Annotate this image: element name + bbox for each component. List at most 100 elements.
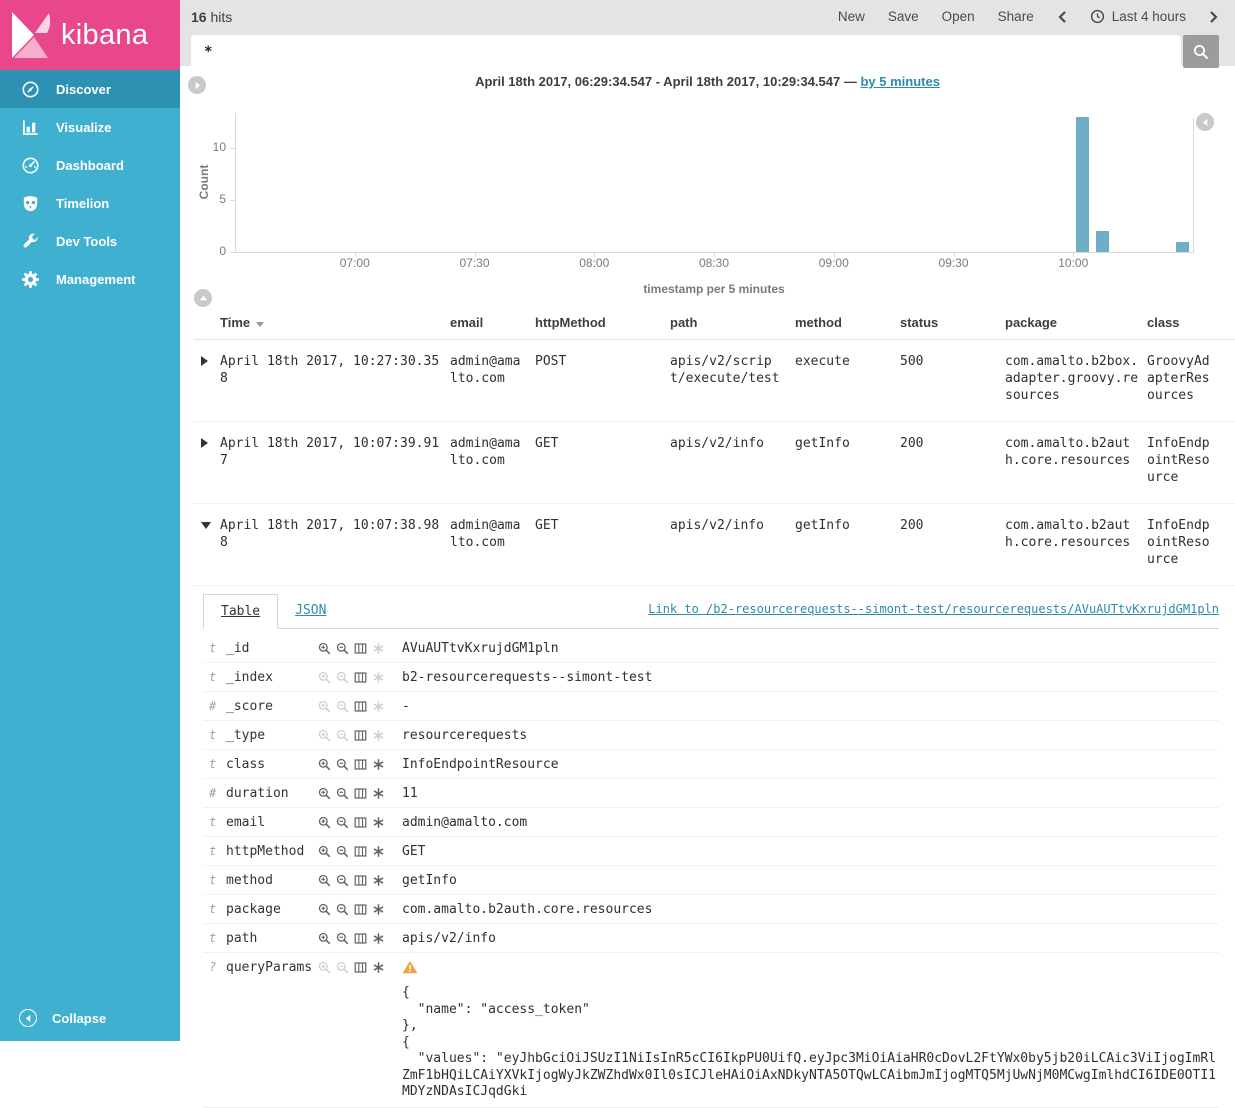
filter-field-present-icon[interactable] [372, 932, 385, 945]
sidebar-item-discover[interactable]: Discover [0, 70, 180, 108]
collapse-chart-right-button[interactable] [1196, 113, 1214, 131]
kibana-logo[interactable]: kibana [0, 0, 180, 70]
filter-field-present-icon [372, 642, 385, 655]
filter-out-value-icon[interactable] [336, 874, 349, 887]
filter-for-value-icon[interactable] [318, 816, 331, 829]
sidebar-item-dashboard[interactable]: Dashboard [0, 146, 180, 184]
toggle-column-icon[interactable] [354, 758, 367, 771]
filter-for-value-icon[interactable] [318, 787, 331, 800]
column-header-class[interactable]: class [1147, 315, 1180, 330]
filter-out-value-icon[interactable] [336, 932, 349, 945]
toggle-column-icon[interactable] [354, 816, 367, 829]
field-value: getInfo [402, 873, 457, 888]
filter-field-present-icon[interactable] [372, 874, 385, 887]
table-row[interactable]: April 18th 2017, 10:27:30.358 admin@amalt… [194, 340, 1235, 422]
expand-row-icon [201, 356, 208, 366]
toggle-column-icon[interactable] [354, 671, 367, 684]
filter-out-value-icon [336, 729, 349, 742]
filter-for-value-icon[interactable] [318, 758, 331, 771]
expand-toggle[interactable] [194, 517, 220, 568]
sidebar-item-dev-tools[interactable]: Dev Tools [0, 222, 180, 260]
filter-out-value-icon[interactable] [336, 758, 349, 771]
toolbar-button-share[interactable]: Share [997, 9, 1034, 24]
table-row[interactable]: April 18th 2017, 10:07:39.917 admin@amalt… [194, 422, 1235, 504]
histogram-bar[interactable] [1076, 117, 1089, 252]
x-tick-mark [1073, 252, 1075, 257]
search-button[interactable] [1183, 35, 1219, 68]
document-link[interactable]: Link to /b2-resourcerequests--simont-tes… [648, 602, 1219, 616]
expand-toggle[interactable] [194, 353, 220, 404]
toggle-column-icon[interactable] [354, 700, 367, 713]
field-name: path [226, 931, 258, 946]
filter-for-value-icon[interactable] [318, 932, 331, 945]
timepicker-label: Last 4 hours [1111, 9, 1186, 24]
column-header-email[interactable]: email [450, 315, 484, 330]
toggle-column-icon[interactable] [354, 874, 367, 887]
toggle-column-icon[interactable] [354, 961, 367, 974]
sidebar-item-timelion[interactable]: Timelion [0, 184, 180, 222]
filter-for-value-icon[interactable] [318, 903, 331, 916]
filter-out-value-icon[interactable] [336, 787, 349, 800]
column-header-httpmethod[interactable]: httpMethod [535, 315, 606, 330]
toggle-column-icon[interactable] [354, 932, 367, 945]
detail-tab-table[interactable]: Table [203, 594, 279, 629]
x-tick-label: 07:30 [459, 256, 490, 270]
filter-for-value-icon [318, 671, 331, 684]
toolbar-button-open[interactable]: Open [941, 9, 975, 24]
toggle-column-icon[interactable] [354, 845, 367, 858]
table-row[interactable]: April 18th 2017, 10:07:38.988 admin@amalt… [194, 504, 1235, 586]
field-actions [318, 845, 402, 858]
expand-toggle[interactable] [194, 435, 220, 486]
filter-out-value-icon[interactable] [336, 816, 349, 829]
histogram-bar[interactable] [1096, 231, 1109, 252]
sidebar-item-management[interactable]: Management [0, 260, 180, 298]
toggle-column-icon[interactable] [354, 642, 367, 655]
interval-link[interactable]: by 5 minutes [860, 74, 940, 89]
sidebar-collapse-button[interactable]: Collapse [0, 1004, 106, 1032]
column-header-package[interactable]: package [1005, 315, 1058, 330]
column-header-status[interactable]: status [900, 315, 939, 330]
collapse-histogram-button[interactable] [194, 289, 212, 307]
time-forward-chevron[interactable] [1209, 10, 1219, 24]
field-value: admin@amalto.com [402, 815, 528, 830]
sidebar-item-visualize[interactable]: Visualize [0, 108, 180, 146]
filter-field-present-icon[interactable] [372, 903, 385, 916]
collapse-label: Collapse [52, 1010, 107, 1026]
filter-out-value-icon [336, 671, 349, 684]
hits-count: 16 hits [191, 9, 232, 25]
detail-tab-json[interactable]: JSON [295, 603, 327, 618]
cell-status: 500 [900, 354, 924, 369]
field-actions [318, 874, 402, 887]
column-header-path[interactable]: path [670, 315, 698, 330]
column-header-method[interactable]: method [795, 315, 842, 330]
collapse-row-icon [201, 522, 211, 529]
filter-for-value-icon[interactable] [318, 642, 331, 655]
cell-email: admin@amalto.com [450, 354, 521, 386]
field-row: # duration 11 [203, 779, 1219, 808]
toolbar-button-save[interactable]: Save [887, 9, 919, 24]
histogram-bar[interactable] [1176, 242, 1189, 252]
filter-field-present-icon[interactable] [372, 787, 385, 800]
filter-out-value-icon[interactable] [336, 845, 349, 858]
time-back-chevron[interactable] [1057, 10, 1067, 24]
filter-field-present-icon[interactable] [372, 845, 385, 858]
detail-tabs: Table JSON Link to /b2-resourcerequests--… [203, 594, 1219, 629]
cell-class: InfoEndpointResource [1147, 518, 1210, 567]
column-header-time[interactable]: Time [220, 315, 450, 330]
search-input[interactable] [191, 35, 1181, 68]
field-type-icon: t [209, 641, 217, 655]
toggle-column-icon[interactable] [354, 787, 367, 800]
filter-for-value-icon[interactable] [318, 845, 331, 858]
filter-out-value-icon[interactable] [336, 642, 349, 655]
toggle-column-icon[interactable] [354, 729, 367, 742]
toggle-column-icon[interactable] [354, 903, 367, 916]
filter-field-present-icon[interactable] [372, 816, 385, 829]
filter-field-present-icon[interactable] [372, 758, 385, 771]
filter-for-value-icon[interactable] [318, 874, 331, 887]
filter-field-present-icon[interactable] [372, 961, 385, 974]
toolbar-button-new[interactable]: New [837, 9, 865, 24]
y-tick-label: 10 [212, 140, 226, 154]
expand-fields-panel-button[interactable] [188, 76, 206, 94]
filter-out-value-icon[interactable] [336, 903, 349, 916]
timepicker-button[interactable]: Last 4 hours [1090, 9, 1186, 24]
